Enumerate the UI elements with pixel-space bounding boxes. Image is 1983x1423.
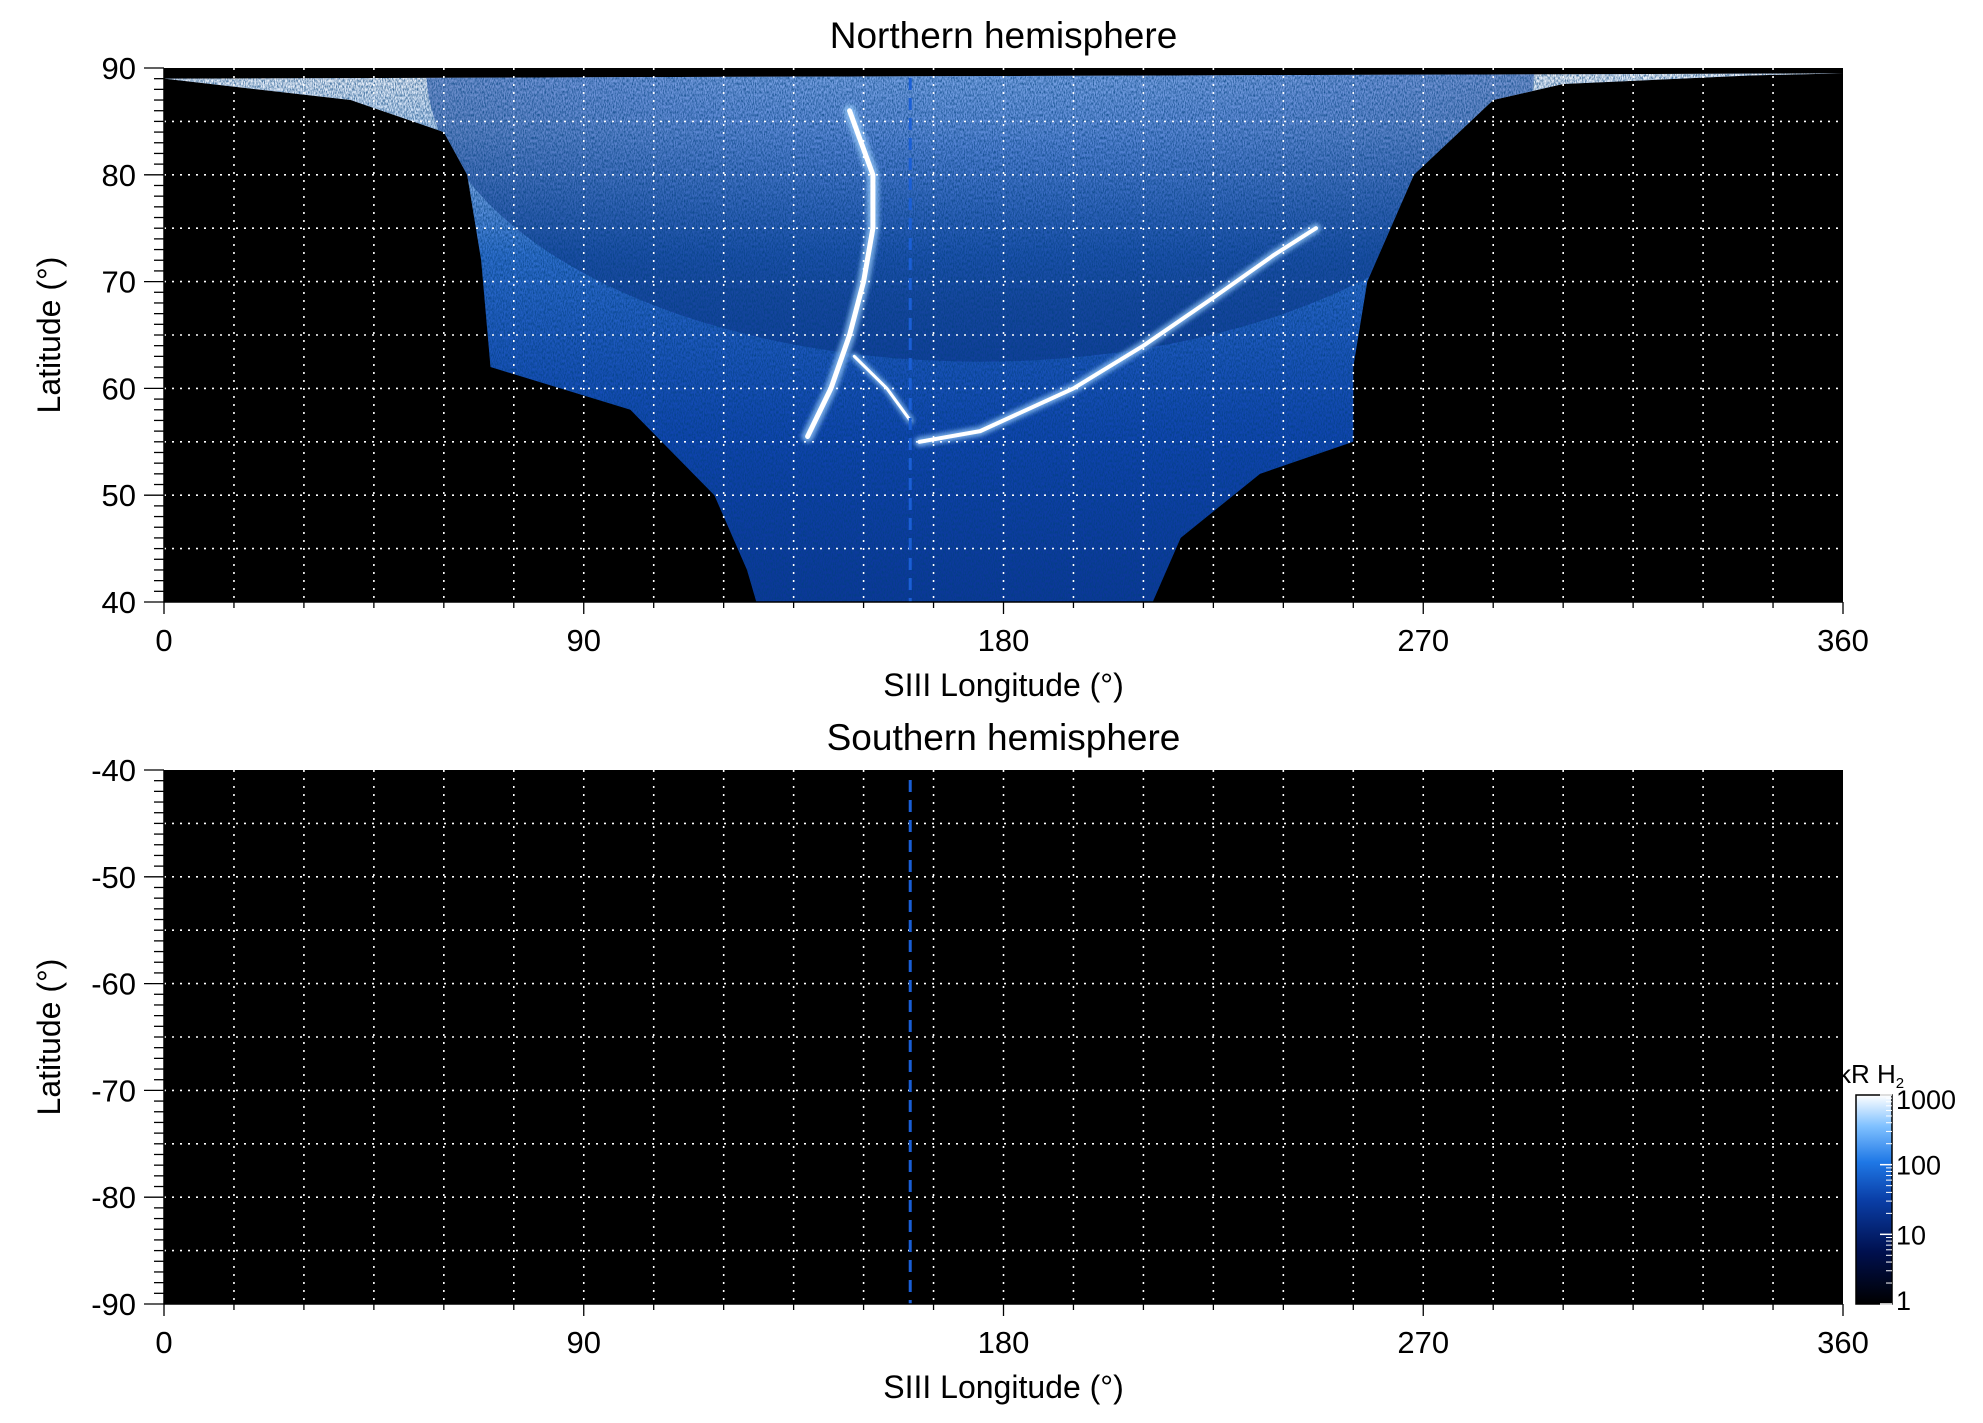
- colorbar-tick-label: 100: [1896, 1151, 1941, 1181]
- inner-emission-arc: [852, 354, 912, 422]
- x-tick-label: 0: [155, 623, 172, 658]
- x-tick-label: 180: [978, 1325, 1030, 1360]
- x-tick-label: 270: [1397, 623, 1449, 658]
- x-tick-label: 90: [567, 623, 601, 658]
- x-tick-label: 0: [155, 1325, 172, 1360]
- x-axis-label: SIII Longitude (°): [883, 667, 1123, 703]
- colorbar-title-subscript: 2: [1896, 1075, 1904, 1092]
- colorbar-tick-label: 1000: [1896, 1085, 1956, 1115]
- colorbar-title: kR H2: [1838, 1059, 1904, 1092]
- colorbar-tick-label: 1: [1896, 1286, 1911, 1316]
- colorbar: 1000 100 10 1 kR H2: [1838, 1059, 1956, 1316]
- y-tick-label: -60: [91, 967, 136, 1002]
- y-tick-label: -40: [91, 753, 136, 788]
- grid-north: [164, 68, 1843, 602]
- panel-north: 40 50 60 70 80 90 0 90 180 270 360 Northern hemisph…: [31, 15, 1869, 703]
- x-axis-label: SIII Longitude (°): [883, 1369, 1123, 1405]
- y-axis-label: Latitude (°): [31, 959, 67, 1116]
- y-tick-label: -70: [91, 1073, 136, 1108]
- main-emission-oval: [805, 108, 876, 439]
- y-tick-label: 70: [102, 265, 136, 300]
- y-tick-label: 60: [102, 371, 136, 406]
- panel-south: -90 -80 -70 -60 -50 -40 0 90 180 270 360 Southern h…: [31, 717, 1869, 1405]
- panel-title-north: Northern hemisphere: [830, 15, 1178, 56]
- x-tick-label: 360: [1817, 1325, 1869, 1360]
- y-tick-label: 80: [102, 158, 136, 193]
- y-axis-label: Latitude (°): [31, 257, 67, 414]
- x-tick-label: 360: [1817, 623, 1869, 658]
- colorbar-tick-label: 10: [1896, 1220, 1926, 1250]
- x-tick-label: 180: [978, 623, 1030, 658]
- panel-title-south: Southern hemisphere: [827, 717, 1181, 758]
- x-tick-label: 90: [567, 1325, 601, 1360]
- panels: 40 50 60 70 80 90 0 90 180 270 360 Northern hemisph…: [31, 15, 1869, 1405]
- y-tick-label: -50: [91, 860, 136, 895]
- main-emission-arc: [917, 226, 1318, 444]
- grid-south: [164, 770, 1843, 1304]
- y-tick-label: -80: [91, 1180, 136, 1215]
- y-tick-label: -90: [91, 1287, 136, 1322]
- y-tick-label: 40: [102, 585, 136, 620]
- y-tick-label: 50: [102, 478, 136, 513]
- colorbar-gradient: [1855, 1094, 1893, 1305]
- y-tick-label: 90: [102, 51, 136, 86]
- x-tick-label: 270: [1397, 1325, 1449, 1360]
